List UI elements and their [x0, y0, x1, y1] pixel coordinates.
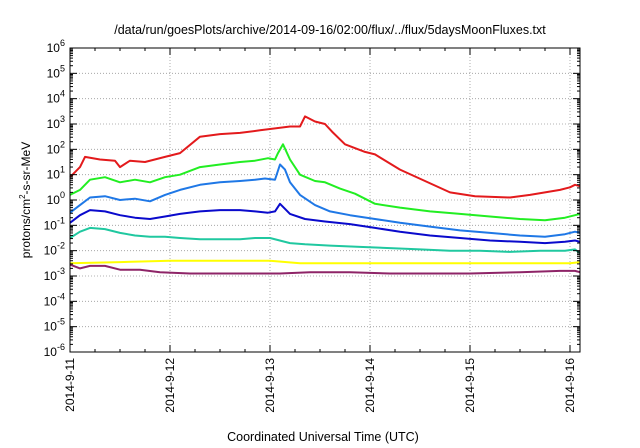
x-tick-label: 2014-9-12	[163, 358, 177, 413]
y-axis-label: protons/cm2-s-sr-MeV	[18, 142, 33, 258]
y-tick-label: 10-5	[44, 317, 65, 334]
series-line-4	[69, 202, 581, 245]
y-tick-label: 105	[47, 63, 65, 80]
series-line-5	[69, 226, 581, 254]
series-line-7	[69, 263, 581, 275]
series-line-2	[69, 143, 581, 222]
series-line-6	[69, 259, 581, 265]
y-tick-label: 10-1	[44, 215, 65, 232]
y-tick-label: 10-6	[44, 342, 65, 359]
y-tick-label: 104	[47, 89, 65, 106]
x-tick-label: 2014-9-15	[463, 358, 477, 413]
y-tick-label: 103	[47, 114, 65, 131]
series-line-3	[69, 163, 581, 238]
y-tick-label: 101	[47, 165, 65, 182]
y-axis: 10-6 10-5 10-4 10-3 10-2 10-1 100 101 102 103 104 1…	[44, 38, 580, 359]
x-tick-label: 2014-9-11	[63, 358, 77, 412]
y-tick-label: 10-3	[44, 266, 65, 283]
x-tick-label: 2014-9-14	[363, 358, 377, 413]
x-axis: 2014-9-11 2014-9-12 2014-9-13 2014-9-14 2014…	[63, 48, 577, 413]
x-axis-label: Coordinated Universal Time (UTC)	[227, 430, 419, 444]
y-tick-label: 100	[47, 190, 65, 207]
x-tick-label: 2014-9-16	[563, 358, 577, 413]
series-group	[69, 115, 581, 275]
grid	[70, 48, 580, 352]
y-tick-label: 10-2	[44, 241, 65, 258]
y-tick-label: 10-4	[44, 291, 65, 308]
chart-title: /data/run/goesPlots/archive/2014-09-16/0…	[114, 23, 546, 37]
x-tick-label: 2014-9-13	[263, 358, 277, 413]
y-tick-label: 106	[47, 38, 65, 55]
series-line-1	[69, 115, 581, 199]
y-tick-label: 102	[47, 139, 65, 156]
